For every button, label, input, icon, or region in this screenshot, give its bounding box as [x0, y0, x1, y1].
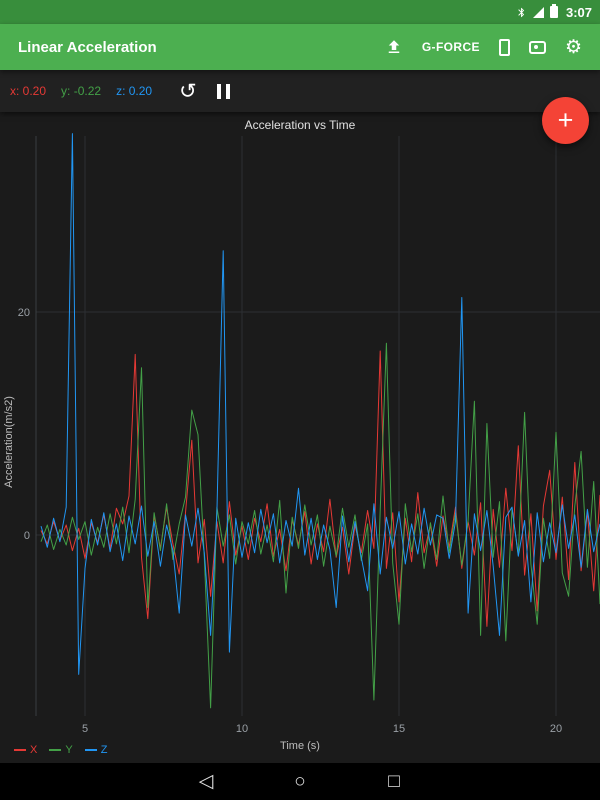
legend-item: Y	[49, 744, 73, 756]
app-bar-actions: G-FORCE ⚙	[385, 38, 582, 57]
navigation-bar: ◁ ○ □	[0, 763, 600, 800]
status-bar: 3:07	[0, 0, 600, 24]
upload-icon[interactable]	[385, 38, 403, 56]
back-button[interactable]: ◁	[198, 771, 214, 792]
svg-text:0: 0	[24, 530, 30, 542]
x-axis-label: Time (s)	[280, 740, 320, 752]
chart-area[interactable]: Acceleration vs Time Acceleration(m/s2) …	[0, 112, 600, 763]
status-icons: 3:07	[516, 4, 592, 20]
cellular-signal-icon	[532, 6, 544, 18]
y-value-readout: y: -0.22	[61, 84, 102, 98]
x-value-readout: x: 0.20	[10, 84, 47, 98]
battery-icon	[549, 4, 558, 18]
z-value-readout: z: 0.20	[116, 84, 153, 98]
pause-button[interactable]	[216, 83, 230, 99]
svg-text:10: 10	[236, 723, 248, 735]
add-icon: +	[557, 105, 574, 135]
acceleration-chart-svg: Acceleration vs Time Acceleration(m/s2) …	[3, 118, 600, 752]
fab-add-button[interactable]: +	[542, 97, 589, 144]
bluetooth-icon	[518, 7, 525, 17]
svg-text:15: 15	[393, 723, 405, 735]
svg-text:20: 20	[550, 723, 562, 735]
phone-icon[interactable]	[498, 38, 510, 56]
y-axis-label: Acceleration(m/s2)	[3, 396, 15, 488]
sensor-readout-toolbar: x: 0.20 y: -0.22 z: 0.20 ↺	[0, 70, 600, 112]
status-clock: 3:07	[565, 4, 592, 20]
legend-item: X	[14, 744, 37, 756]
svg-text:5: 5	[82, 723, 88, 735]
legend-item: Z	[84, 744, 107, 756]
app-bar: Linear Acceleration G-FORCE ⚙	[0, 24, 600, 70]
home-button[interactable]: ○	[294, 771, 306, 792]
page-title: Linear Acceleration	[18, 38, 157, 56]
chart-title: Acceleration vs Time	[245, 118, 356, 132]
svg-text:20: 20	[18, 307, 30, 319]
g-force-button[interactable]: G-FORCE	[421, 40, 480, 54]
recents-button[interactable]: □	[388, 771, 400, 792]
record-icon[interactable]	[528, 40, 546, 54]
settings-gear-icon[interactable]: ⚙	[564, 36, 582, 58]
reset-icon[interactable]: ↺	[179, 79, 197, 103]
